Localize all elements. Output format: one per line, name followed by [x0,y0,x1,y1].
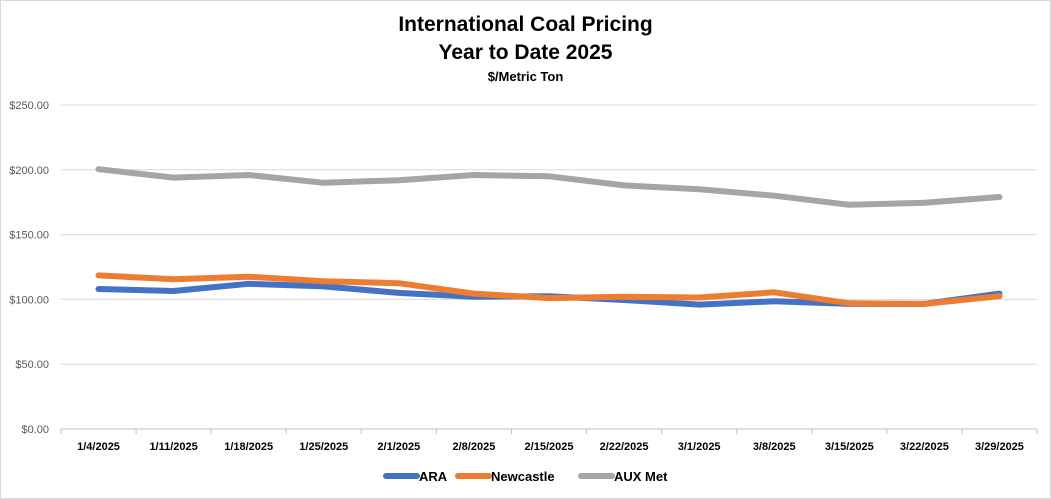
legend-label: Newcastle [491,469,555,484]
chart-title: International Coal Pricing [398,13,653,36]
x-tick-label: 1/11/2025 [149,441,197,453]
x-tick-label: 1/4/2025 [77,441,120,453]
legend-label: AUX Met [614,469,668,484]
x-tick-label: 1/25/2025 [299,441,348,453]
y-tick-label: $200.00 [9,165,49,177]
x-tick-label: 2/15/2025 [525,441,574,453]
y-tick-label: $50.00 [15,359,49,371]
x-tick-label: 3/15/2025 [825,441,874,453]
y-tick-label: $150.00 [9,230,49,242]
series-line-aux-met [95,166,1003,208]
chart-titles: International Coal Pricing Year to Date … [1,11,1050,87]
series-line-newcastle [95,272,1003,307]
x-tick-label: 3/29/2025 [975,441,1024,453]
x-tick-label: 2/8/2025 [453,441,496,453]
x-tick-label: 3/22/2025 [900,441,949,453]
chart-unit-label: $/Metric Ton [487,69,564,84]
legend-label: ARA [419,469,448,484]
chart-subtitle: Year to Date 2025 [438,41,613,64]
x-tick-label: 2/22/2025 [600,441,649,453]
x-tick-label: 1/18/2025 [224,441,273,453]
x-tick-label: 3/1/2025 [678,441,721,453]
x-tick-label: 2/1/2025 [377,441,420,453]
y-tick-label: $100.00 [9,294,49,306]
y-tick-label: $0.00 [21,424,49,436]
x-tick-label: 3/8/2025 [753,441,796,453]
y-tick-label: $250.00 [9,100,49,112]
